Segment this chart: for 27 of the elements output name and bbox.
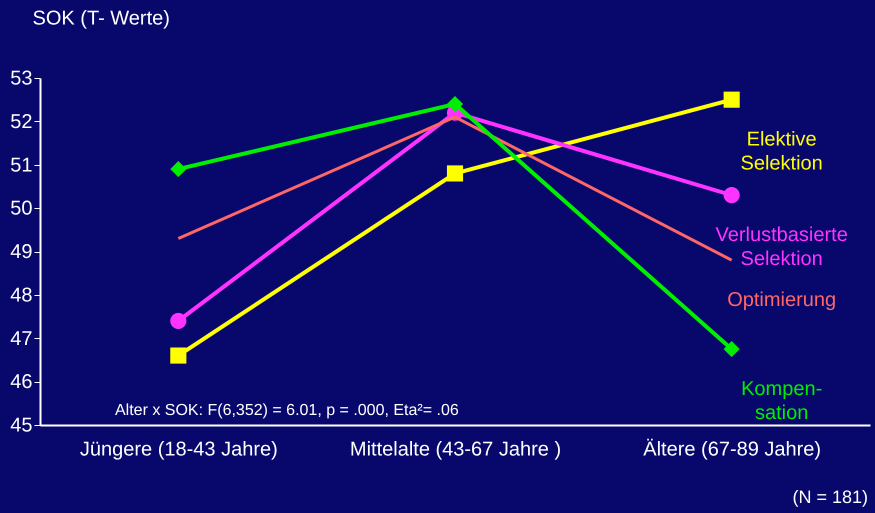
x-tick-label: Mittelalte (43-67 Jahre ) (350, 438, 562, 460)
series-label: Kompen- sation (741, 378, 822, 424)
y-axis-title: SOK (T- Werte) (32, 8, 170, 30)
x-tick-label: Jüngere (18-43 Jahre) (80, 438, 278, 460)
text: (N = 181) (792, 487, 868, 507)
y-tick-label: 53 (10, 68, 32, 90)
series-label: Elektive Selektion (740, 128, 823, 175)
point (446, 96, 464, 112)
point (724, 341, 740, 358)
series-label: Optimierung (727, 289, 836, 312)
point (724, 92, 740, 108)
y-tick-label: 51 (10, 154, 32, 176)
y-tick-label: 49 (10, 241, 32, 263)
x-tick-label: Ältere (67-89 Jahre) (643, 438, 822, 460)
y-tick-label: 45 (10, 414, 32, 436)
point (170, 312, 186, 329)
y-tick-label: 47 (10, 328, 32, 350)
y-tick-label: 46 (10, 371, 32, 394)
y-tick-label: 50 (10, 198, 32, 220)
annotation: Alter x SOK: F(6,352) = 6.01, p = .000, Eta²= .06 (115, 402, 459, 419)
point (170, 348, 186, 364)
point (170, 161, 186, 178)
point (446, 165, 464, 182)
point (724, 187, 740, 204)
y-tick-label: 52 (10, 110, 32, 133)
series-label: Verlustbasierte Selektion (716, 224, 848, 270)
y-tick-label: 48 (10, 284, 32, 306)
